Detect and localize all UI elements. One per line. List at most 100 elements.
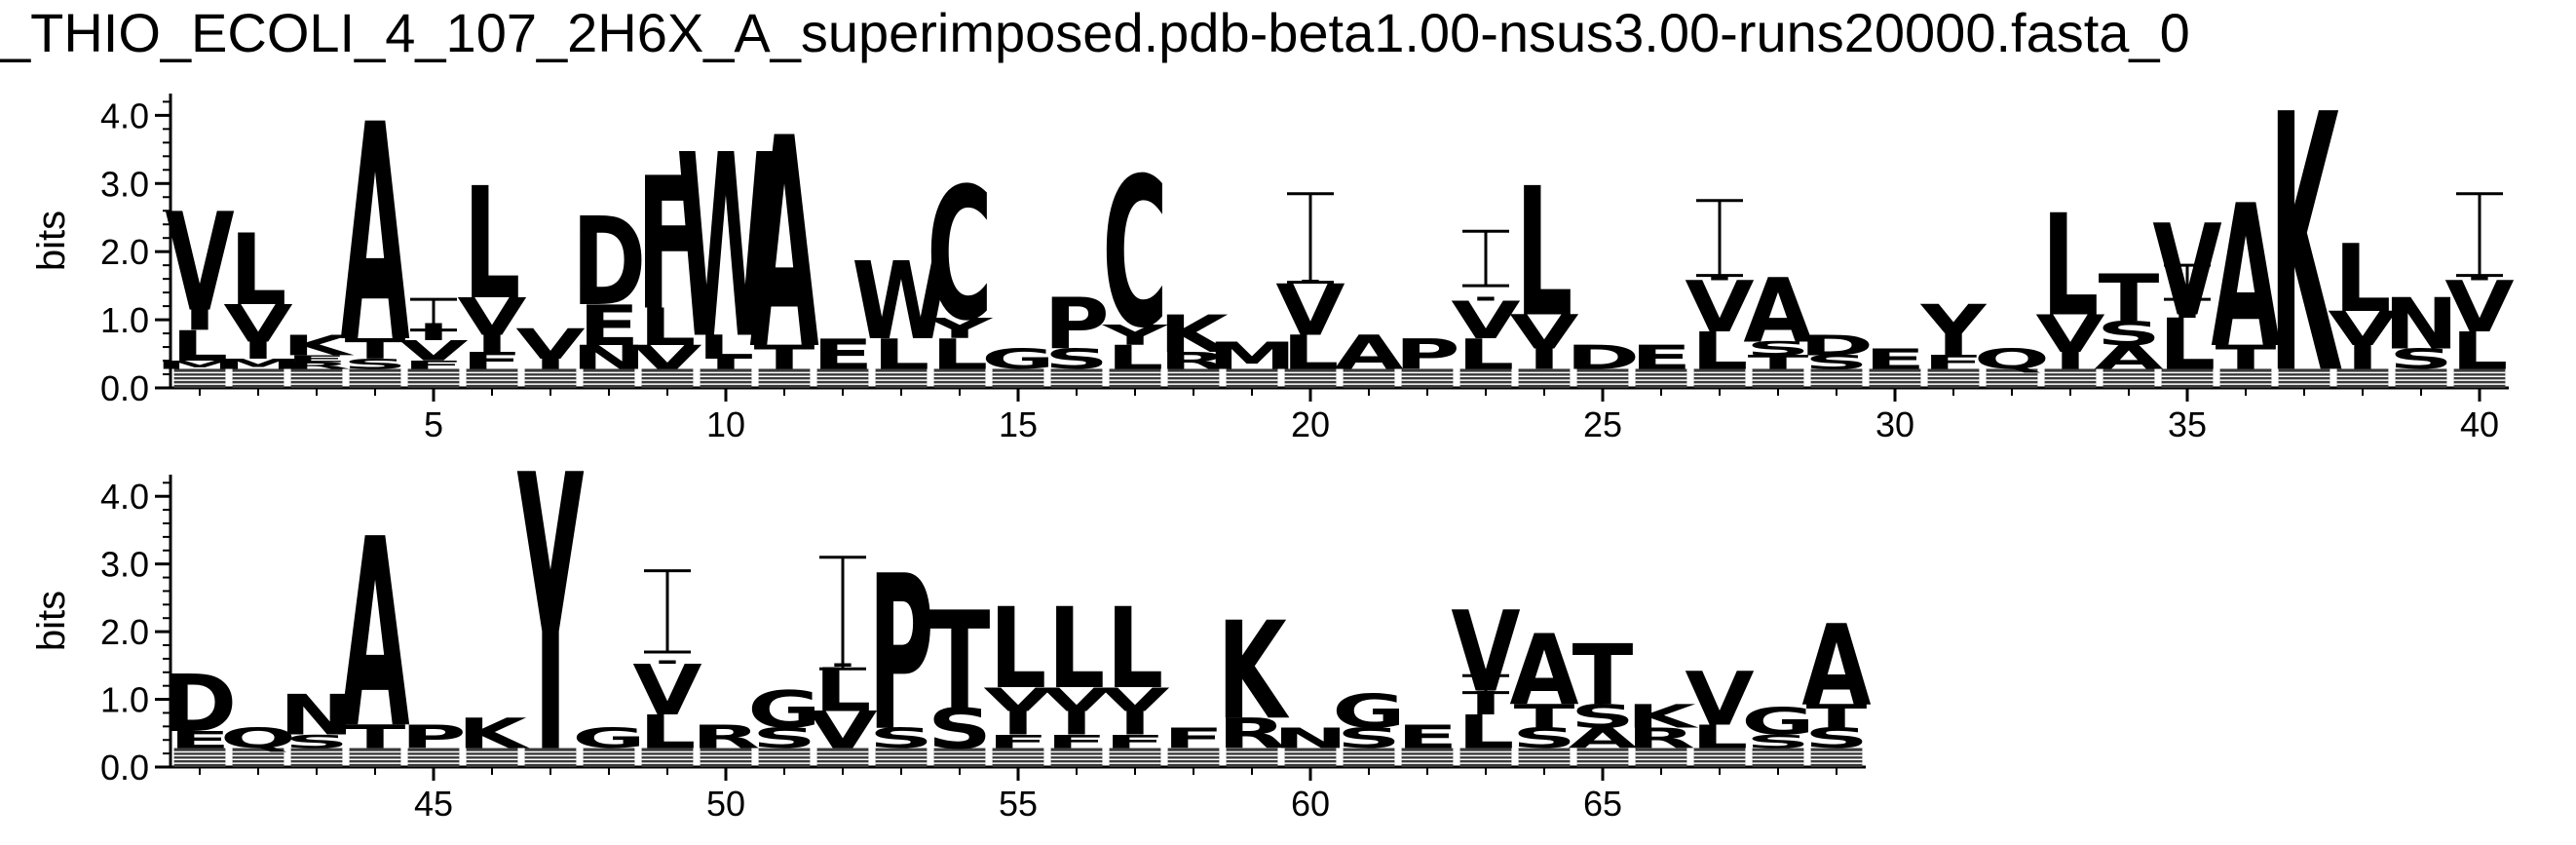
residue-letter: M xyxy=(155,359,245,371)
residue-letter: V xyxy=(2035,304,2104,365)
residue-letter: I xyxy=(1703,276,1736,282)
residue-letter: S xyxy=(1512,723,1576,755)
x-tick-label: 15 xyxy=(999,404,1038,444)
residue-letter: D xyxy=(163,659,237,749)
residue-letter: L xyxy=(1691,321,1749,381)
residual-stack xyxy=(466,368,518,388)
residue-letter: R xyxy=(692,718,761,756)
residue-letter: N xyxy=(572,339,647,377)
residue-letter: L xyxy=(1048,585,1106,713)
residue-letter: A xyxy=(1334,326,1404,380)
residue-letter: V xyxy=(1509,306,1579,360)
residual-stack xyxy=(875,368,928,388)
logo-column-35: LIV xyxy=(2152,199,2222,388)
logo-column-21: A xyxy=(1334,326,1404,388)
y-tick-label: 3.0 xyxy=(100,545,149,585)
logo-column-7: IV xyxy=(515,320,586,388)
residual-stack xyxy=(1167,368,1220,388)
residual-stack xyxy=(816,368,869,388)
residual-stack xyxy=(875,748,928,767)
logo-column-59: RK xyxy=(1217,593,1290,767)
residue-letter: A xyxy=(749,76,818,413)
residual-stack xyxy=(1284,748,1337,767)
residue-letter: M xyxy=(1207,334,1297,378)
residue-letter: A xyxy=(1509,614,1578,728)
residue-letter: E xyxy=(170,727,231,754)
residue-letter: V xyxy=(223,293,292,354)
residue-letter: I xyxy=(2346,339,2379,377)
residue-letter: F xyxy=(403,359,465,371)
y-tick-label: 0.0 xyxy=(100,748,149,787)
residue-letter: I xyxy=(709,356,742,372)
logo-column-66: RK xyxy=(1626,698,1699,767)
logo-column-69: STA xyxy=(1801,602,1872,767)
residual-stack xyxy=(816,748,869,767)
logo-column-48: G xyxy=(572,723,646,767)
residue-letter: A xyxy=(1801,602,1871,731)
residue-letter: R xyxy=(1159,347,1229,374)
residue-letter: V xyxy=(398,335,469,367)
residual-stack xyxy=(641,748,694,767)
residual-stack xyxy=(583,748,635,767)
residue-letter: G xyxy=(1332,685,1406,739)
residual-stack xyxy=(1050,748,1103,767)
residue-letter: F xyxy=(462,347,523,374)
residue-letter: A xyxy=(340,62,409,409)
residue-letter: V xyxy=(1685,656,1754,742)
residue-letter: L xyxy=(639,297,697,358)
residue-letter: F xyxy=(1163,723,1225,755)
residual-stack xyxy=(1109,368,1161,388)
residual-stack xyxy=(2044,368,2097,388)
residual-stack xyxy=(992,748,1044,767)
residual-stack xyxy=(1576,748,1629,767)
residue-letter: K xyxy=(1626,698,1698,736)
residue-letter: S xyxy=(1804,723,1869,755)
residual-stack xyxy=(1635,368,1687,388)
residual-stack xyxy=(1518,748,1571,767)
residue-letter: R xyxy=(283,361,352,371)
residual-stack xyxy=(933,368,986,388)
residue-letter: E xyxy=(579,294,640,360)
logo-column-28: TSA xyxy=(1743,259,1813,388)
logo-column-14: LYC xyxy=(926,148,993,388)
residue-letter: V xyxy=(1451,589,1520,717)
residual-stack xyxy=(1343,368,1395,388)
logo-column-3: REK xyxy=(282,329,355,388)
residual-stack xyxy=(2336,368,2389,388)
residue-letter: I xyxy=(651,659,684,664)
residual-stack xyxy=(524,748,577,767)
residue-letter: V xyxy=(457,287,526,347)
residue-letter: S xyxy=(1804,352,1869,373)
logo-column-23: LVI xyxy=(1451,229,1521,388)
residue-letter: T xyxy=(345,718,406,756)
residue-letter: I xyxy=(475,330,509,358)
x-tick-label: 65 xyxy=(1583,784,1622,824)
residue-letter: E xyxy=(1631,339,1692,377)
residual-stack xyxy=(1050,368,1103,388)
residue-letter: M xyxy=(213,356,303,372)
residue-letter: Y xyxy=(1920,290,1988,372)
residue-letter: S xyxy=(928,697,992,761)
residue-letter: I xyxy=(1118,705,1152,743)
logo-column-22: P xyxy=(1394,329,1460,388)
residue-letter: L xyxy=(230,213,287,327)
logo-column-60: N xyxy=(1272,723,1348,767)
residual-stack xyxy=(700,748,752,767)
residue-letter: S xyxy=(1337,723,1401,755)
logo-column-29: SD xyxy=(1799,329,1874,388)
residue-letter: K xyxy=(1158,304,1231,365)
residue-letter: I xyxy=(242,337,275,365)
logo-column-38: IVL xyxy=(2328,225,2398,388)
residual-stack xyxy=(1343,748,1395,767)
residual-stack xyxy=(2453,368,2506,388)
residue-letter: Y xyxy=(516,396,584,838)
logo-column-15: G xyxy=(981,343,1055,388)
x-tick-label: 30 xyxy=(1875,404,1914,444)
x-tick-label: 50 xyxy=(706,784,745,824)
logo-column-58: F xyxy=(1163,723,1225,767)
residue-letter: T xyxy=(2099,260,2160,336)
residual-stack xyxy=(992,368,1044,388)
y-tick-label: 1.0 xyxy=(100,680,149,720)
